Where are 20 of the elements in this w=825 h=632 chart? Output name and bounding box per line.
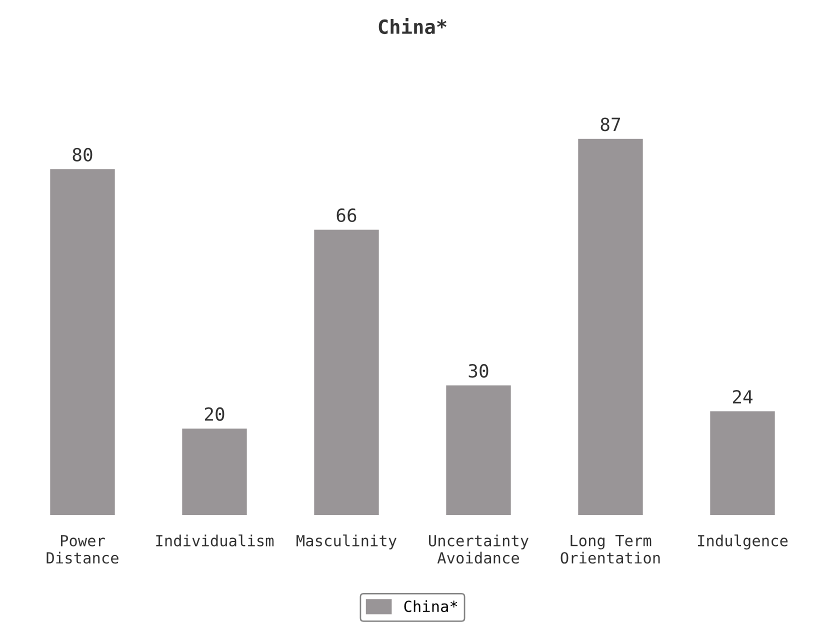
data-label: 80 <box>72 148 92 162</box>
x-tick-label: Long Term Orientation <box>560 534 660 564</box>
data-label: 87 <box>600 118 620 132</box>
data-label: 66 <box>336 208 356 222</box>
x-tick-label: Uncertainty Avoidance <box>429 534 528 564</box>
x-tick-label: Masculinity <box>296 534 396 550</box>
legend-label: China* <box>404 600 458 612</box>
bar <box>578 138 643 516</box>
chart-title: China* <box>378 18 446 34</box>
x-tick-label: Power Distance <box>46 535 118 564</box>
x-tick-label: Individualism <box>156 534 274 546</box>
x-tick-label: Indulgence <box>698 534 788 550</box>
bar <box>314 230 379 516</box>
bar <box>50 169 115 516</box>
data-label: 24 <box>732 390 753 404</box>
bar <box>710 411 775 516</box>
data-label: 20 <box>204 407 224 421</box>
data-label: 30 <box>468 364 488 378</box>
bar <box>182 428 247 516</box>
bar <box>446 385 511 516</box>
